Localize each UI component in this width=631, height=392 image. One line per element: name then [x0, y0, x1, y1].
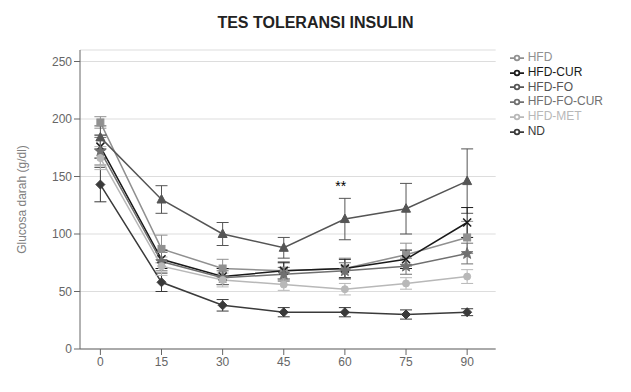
- svg-text:200: 200: [52, 112, 72, 126]
- svg-text:**: **: [335, 178, 346, 194]
- svg-text:100: 100: [52, 227, 72, 241]
- svg-text:90: 90: [460, 355, 474, 369]
- svg-text:0: 0: [65, 342, 72, 356]
- svg-text:75: 75: [399, 355, 413, 369]
- svg-text:15: 15: [155, 355, 169, 369]
- svg-text:45: 45: [277, 355, 291, 369]
- html-text:HFD-MET: HFD-MET: [527, 109, 582, 124]
- svg-text:150: 150: [52, 170, 72, 184]
- html-text:HFD-FO-CUR: HFD-FO-CUR: [527, 94, 603, 109]
- svg-text:250: 250: [52, 55, 72, 69]
- svg-text:30: 30: [216, 355, 230, 369]
- svg-text:50: 50: [59, 285, 73, 299]
- html-text:HFD-CUR: HFD-CUR: [527, 64, 583, 79]
- svg-text:Glucosa darah (g/dl): Glucosa darah (g/dl): [15, 145, 29, 254]
- html-text:HFD-FO: HFD-FO: [527, 79, 573, 94]
- svg-text:60: 60: [338, 355, 352, 369]
- html-text:TES TOLERANSI INSULIN: TES TOLERANSI INSULIN: [217, 14, 414, 31]
- html-text:HFD: HFD: [527, 50, 553, 64]
- svg-text:0: 0: [97, 355, 104, 369]
- html-text:ND: ND: [527, 124, 545, 139]
